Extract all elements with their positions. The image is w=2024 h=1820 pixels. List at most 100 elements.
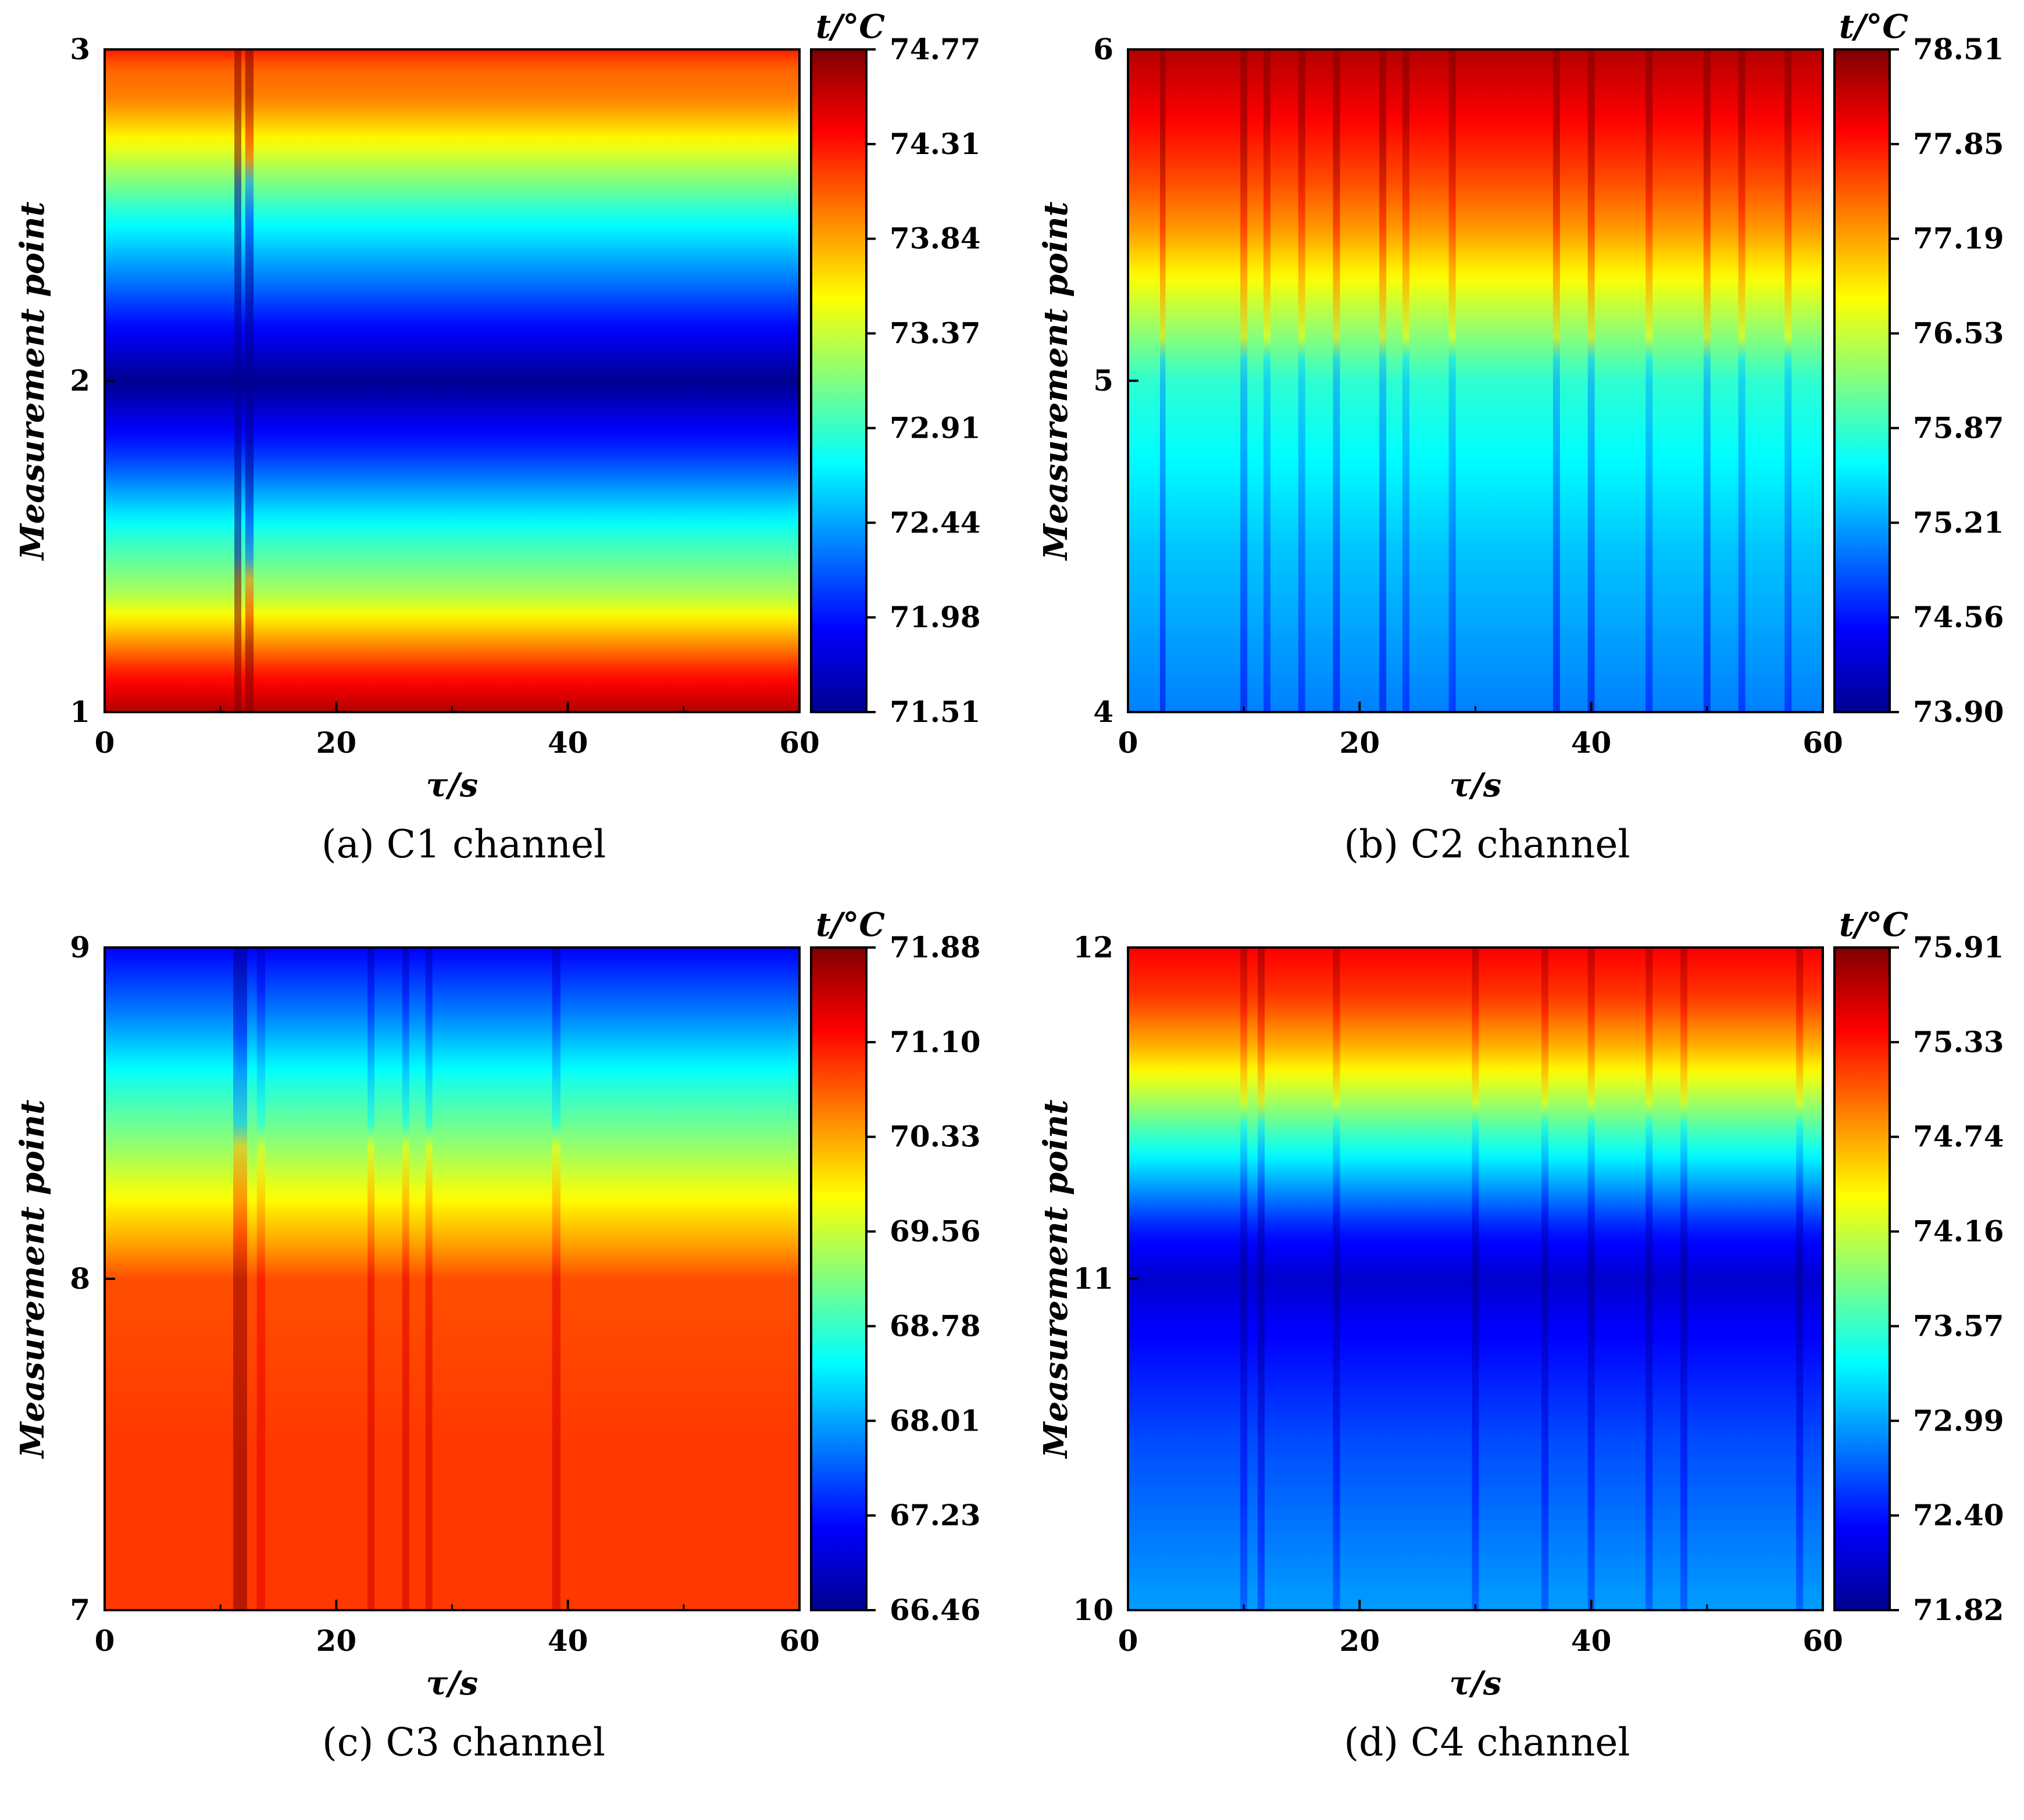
colorbar-label: t/°C (816, 8, 885, 46)
colorbar-tick-label: 72.91 (890, 410, 981, 445)
heatmap-streak (1159, 49, 1166, 712)
y-tick-label: 6 (1093, 32, 1113, 66)
panel-caption: (a) C1 channel (322, 822, 606, 867)
colorbar-tick-label: 73.84 (890, 221, 981, 256)
heatmap-streaks (233, 947, 561, 1610)
heatmap-streak (1645, 49, 1653, 712)
panel-caption: (b) C2 channel (1344, 822, 1630, 867)
panel-a: 0 20 40 60 1 2 3 τ/s Measurement point 74.77 74.31… (0, 0, 1000, 901)
heatmap-streak (1541, 947, 1548, 1610)
chart-d: 0 20 40 60 10 11 12 τ/s Measurement point 75.91 75… (1037, 906, 2004, 1765)
y-tick-label: 11 (1073, 1261, 1113, 1296)
x-tick-label: 40 (548, 725, 588, 760)
heatmap-streak (1240, 947, 1248, 1610)
colorbar (1833, 48, 1891, 713)
colorbar-tick-label: 74.31 (890, 127, 981, 161)
heatmap-streak (1796, 947, 1804, 1610)
x-tick-label: 20 (316, 1624, 357, 1658)
colorbar (810, 946, 868, 1611)
colorbar-tick-label: 71.88 (890, 930, 981, 964)
y-axis-title: Measurement point (1037, 202, 1075, 562)
heatmap-streak (425, 947, 433, 1610)
x-tick-label: 20 (1340, 725, 1380, 760)
heatmap-streak (1448, 49, 1456, 712)
colorbar (1833, 946, 1891, 1611)
y-tick-label: 1 (70, 695, 90, 729)
colorbar-tick-label: 77.85 (1913, 127, 2004, 161)
colorbar-tick-label: 66.46 (890, 1593, 981, 1627)
x-axis-title: τ/s (1450, 1664, 1502, 1703)
colorbar (810, 48, 868, 713)
x-tick-label: 40 (1571, 1624, 1612, 1658)
x-axis-title: τ/s (426, 766, 479, 804)
y-tick-label: 4 (1093, 695, 1113, 729)
x-tick-label: 0 (95, 725, 115, 760)
heatmap-streaks (1159, 49, 1792, 712)
heatmap-streak (1784, 49, 1792, 712)
heatmap-streak (245, 49, 254, 712)
y-tick-label: 8 (70, 1261, 90, 1296)
heatmap-streak (1680, 947, 1687, 1610)
heatmap-streak (1552, 49, 1560, 712)
heatmap-streak (1587, 49, 1595, 712)
heatmap-streaks (234, 49, 254, 712)
colorbar-tick-label: 70.33 (890, 1120, 981, 1154)
x-tick-label: 20 (1340, 1624, 1380, 1658)
x-tick-label: 60 (1802, 725, 1843, 760)
colorbar-tick-label: 75.33 (1913, 1025, 2004, 1059)
heatmap-streak (1298, 49, 1305, 712)
heatmap-streak (1472, 947, 1479, 1610)
heatmap-streak (1645, 947, 1653, 1610)
y-tick-label: 5 (1093, 363, 1113, 398)
panel-d: 0 20 40 60 10 11 12 τ/s Measurement point 75.91 75… (1023, 898, 2023, 1799)
heatmap-streak (1263, 49, 1270, 712)
heatmap-streak (233, 947, 247, 1610)
colorbar-tick-label: 78.51 (1913, 32, 2004, 66)
heatmap-streak (402, 947, 409, 1610)
y-tick-label: 9 (70, 930, 90, 964)
colorbar-tick-label: 73.37 (890, 316, 981, 351)
y-tick-label: 12 (1073, 930, 1113, 964)
colorbar-tick-label: 68.01 (890, 1403, 981, 1438)
heatmap-streak (1379, 49, 1387, 712)
y-tick-label: 2 (70, 363, 90, 398)
heatmap-field (105, 49, 799, 712)
colorbar-tick-label: 71.98 (890, 600, 981, 634)
x-tick-label: 0 (1118, 1624, 1138, 1658)
heatmap-field (105, 947, 799, 1610)
colorbar-tick-label: 75.21 (1913, 505, 2004, 539)
y-axis-title: Measurement point (1037, 1100, 1075, 1460)
colorbar-tick-label: 73.90 (1913, 695, 2004, 729)
x-tick-label: 40 (548, 1624, 588, 1658)
panel-caption: (d) C4 channel (1344, 1720, 1630, 1765)
y-axis-title: Measurement point (13, 202, 52, 562)
y-axis-title: Measurement point (13, 1100, 52, 1460)
colorbar-tick-label: 77.19 (1913, 221, 2004, 256)
colorbar-label: t/°C (1839, 906, 1908, 944)
colorbar-tick-label: 76.53 (1913, 316, 2004, 351)
panel-c: 0 20 40 60 7 8 9 τ/s Measurement point 71.88 71.10… (0, 898, 1000, 1799)
x-axis-title: τ/s (1450, 766, 1502, 804)
x-tick-label: 0 (95, 1624, 115, 1658)
colorbar-tick-label: 69.56 (890, 1214, 981, 1249)
colorbar-label: t/°C (816, 906, 885, 944)
colorbar-tick-label: 74.77 (890, 32, 981, 66)
colorbar-tick-label: 71.51 (890, 695, 981, 729)
colorbar-tick-label: 74.74 (1913, 1120, 2004, 1154)
colorbar-tick-label: 73.57 (1913, 1308, 2004, 1343)
heatmap-streaks (1240, 947, 1804, 1610)
chart-c: 0 20 40 60 7 8 9 τ/s Measurement point 71.88 71.10… (13, 906, 981, 1765)
colorbar-tick-label: 71.82 (1913, 1593, 2004, 1627)
colorbar-tick-label: 72.44 (890, 505, 981, 539)
x-axis-title: τ/s (426, 1664, 479, 1703)
chart-b: 0 20 40 60 4 5 6 τ/s Measurement point 78.51 77.85… (1037, 8, 2004, 867)
heatmap-streak (1402, 49, 1409, 712)
colorbar-label: t/°C (1839, 8, 1908, 46)
colorbar-tick-label: 71.10 (890, 1025, 981, 1059)
panel-caption: (c) C3 channel (322, 1720, 605, 1765)
heatmap-streak (1738, 49, 1745, 712)
colorbar-tick-label: 72.99 (1913, 1403, 2004, 1438)
colorbar-tick-label: 67.23 (890, 1498, 981, 1532)
colorbar-tick-label: 74.56 (1913, 600, 2004, 634)
chart-a: 0 20 40 60 1 2 3 τ/s Measurement point 74.77 74.31… (13, 8, 981, 867)
